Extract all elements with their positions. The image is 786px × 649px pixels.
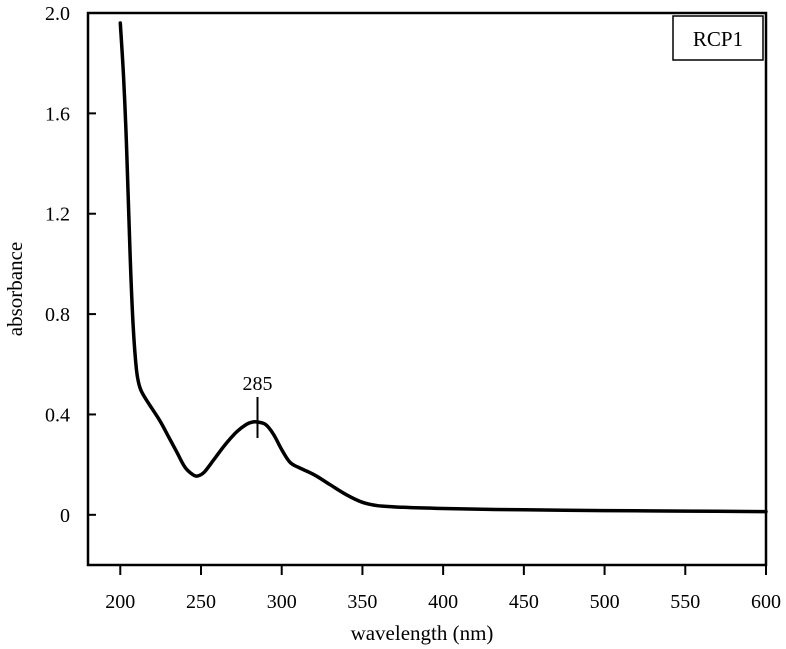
y-tick-label: 1.2	[45, 204, 70, 226]
legend-entry-rcp1: RCP1	[693, 27, 743, 51]
x-tick-label: 500	[590, 591, 620, 613]
x-tick-label: 450	[509, 591, 539, 613]
legend-frame	[672, 15, 764, 61]
y-tick-label: 1.6	[45, 103, 70, 125]
y-tick-label: 0	[60, 505, 70, 527]
x-tick-label: 400	[428, 591, 458, 613]
y-tick-label: 0.4	[45, 404, 70, 426]
peak-annotation: 285	[243, 373, 273, 395]
x-tick-label: 300	[267, 591, 297, 613]
series-line-rcp1	[118, 21, 768, 514]
y-axis-ticks: 0 0.4 0.8 1.2 1.6 2.0	[45, 3, 96, 527]
x-tick-label: 600	[751, 591, 781, 613]
x-axis-label: wavelength (nm)	[351, 621, 494, 645]
plot-frame	[86, 11, 768, 567]
legend-box: RCP1	[672, 15, 764, 61]
x-tick-label: 200	[105, 591, 135, 613]
x-tick-label: 250	[186, 591, 216, 613]
x-tick-label: 550	[670, 591, 700, 613]
x-tick-label: 350	[347, 591, 377, 613]
y-tick-label: 0.8	[45, 304, 70, 326]
x-axis-ticks: 200 250 300 350 400 450 500 550 600	[105, 565, 781, 613]
y-axis-label: absorbance	[3, 242, 27, 336]
y-tick-label: 2.0	[45, 3, 70, 25]
